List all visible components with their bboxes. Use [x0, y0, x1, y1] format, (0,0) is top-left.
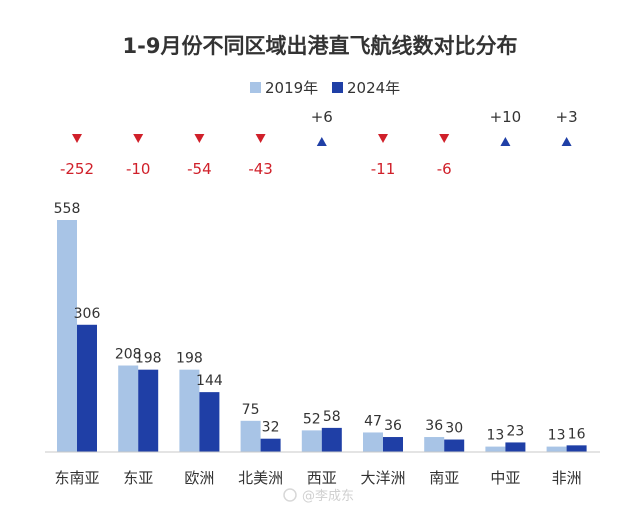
data-label: 58 — [323, 409, 341, 425]
x-tick-label: 大洋洲 — [360, 469, 405, 487]
data-label: 75 — [242, 402, 260, 418]
bar-2019 — [179, 369, 200, 452]
bar-2019 — [240, 420, 261, 452]
change-label: -43 — [248, 160, 273, 178]
bar-2024 — [138, 369, 159, 452]
data-label: 198 — [176, 351, 203, 367]
bar-2024 — [321, 427, 342, 452]
x-tick-label: 中亚 — [490, 469, 520, 487]
legend-swatch — [250, 82, 261, 93]
legend-label: 2024年 — [347, 79, 400, 97]
data-label: 13 — [548, 428, 566, 444]
bar-2024 — [260, 438, 281, 452]
change-label: +10 — [490, 108, 522, 126]
down-arrow-icon — [72, 134, 82, 143]
data-label: 36 — [425, 418, 443, 434]
watermark: @李成东 — [283, 488, 354, 504]
x-tick-label: 北美洲 — [238, 469, 283, 487]
x-tick-label: 东亚 — [123, 469, 153, 487]
bar-2019 — [363, 432, 383, 452]
up-arrow-icon — [500, 137, 511, 146]
bar-2024 — [505, 442, 526, 452]
chart-marks: 558306东南亚-252208198东亚-10198144欧洲-547532北… — [54, 108, 587, 487]
data-label: 144 — [196, 373, 223, 389]
data-label: 558 — [54, 201, 81, 217]
bar-2024 — [444, 439, 465, 452]
bar-2024 — [566, 445, 587, 452]
bar-2024 — [383, 437, 403, 452]
data-label: 13 — [486, 428, 504, 444]
x-tick-label: 南亚 — [429, 469, 459, 487]
bar-2019 — [57, 220, 77, 452]
x-tick-label: 东南亚 — [54, 469, 99, 487]
data-label: 16 — [568, 426, 586, 442]
data-label: 47 — [364, 413, 382, 429]
change-label: +3 — [556, 108, 578, 126]
x-tick-label: 欧洲 — [184, 469, 214, 487]
legend: 2019年 2024年 — [250, 79, 400, 97]
data-label: 198 — [135, 351, 162, 367]
down-arrow-icon — [439, 134, 450, 143]
down-arrow-icon — [255, 134, 266, 143]
up-arrow-icon — [561, 137, 572, 146]
data-label: 36 — [384, 418, 402, 434]
bar-2019 — [546, 446, 567, 452]
change-label: -10 — [126, 160, 151, 178]
bar-2019 — [301, 430, 322, 452]
change-label: -252 — [60, 160, 94, 178]
up-arrow-icon — [316, 137, 327, 146]
x-tick-label: 西亚 — [307, 469, 337, 487]
chart-title: 1-9月份不同区域出港直飞航线数对比分布 — [123, 34, 518, 58]
down-arrow-icon — [133, 134, 144, 143]
legend-swatch — [332, 82, 343, 93]
change-label: -54 — [187, 160, 212, 178]
data-label: 23 — [506, 423, 524, 439]
change-label: +6 — [311, 108, 333, 126]
bar-2024 — [77, 324, 97, 452]
bar-2024 — [199, 392, 220, 452]
x-tick-label: 非洲 — [552, 469, 582, 487]
change-label: -11 — [371, 160, 396, 178]
weibo-icon — [283, 488, 297, 502]
data-label: 52 — [303, 411, 321, 427]
data-label: 306 — [74, 306, 101, 322]
change-label: -6 — [437, 160, 452, 178]
down-arrow-icon — [378, 134, 388, 143]
bar-2019 — [118, 365, 139, 452]
down-arrow-icon — [194, 134, 205, 143]
watermark-text: @李成东 — [302, 489, 354, 504]
legend-label: 2019年 — [265, 79, 318, 97]
data-label: 208 — [115, 347, 142, 363]
data-label: 32 — [262, 420, 280, 436]
bar-2019 — [424, 437, 445, 452]
bar-2019 — [485, 446, 506, 452]
data-label: 30 — [445, 421, 463, 437]
